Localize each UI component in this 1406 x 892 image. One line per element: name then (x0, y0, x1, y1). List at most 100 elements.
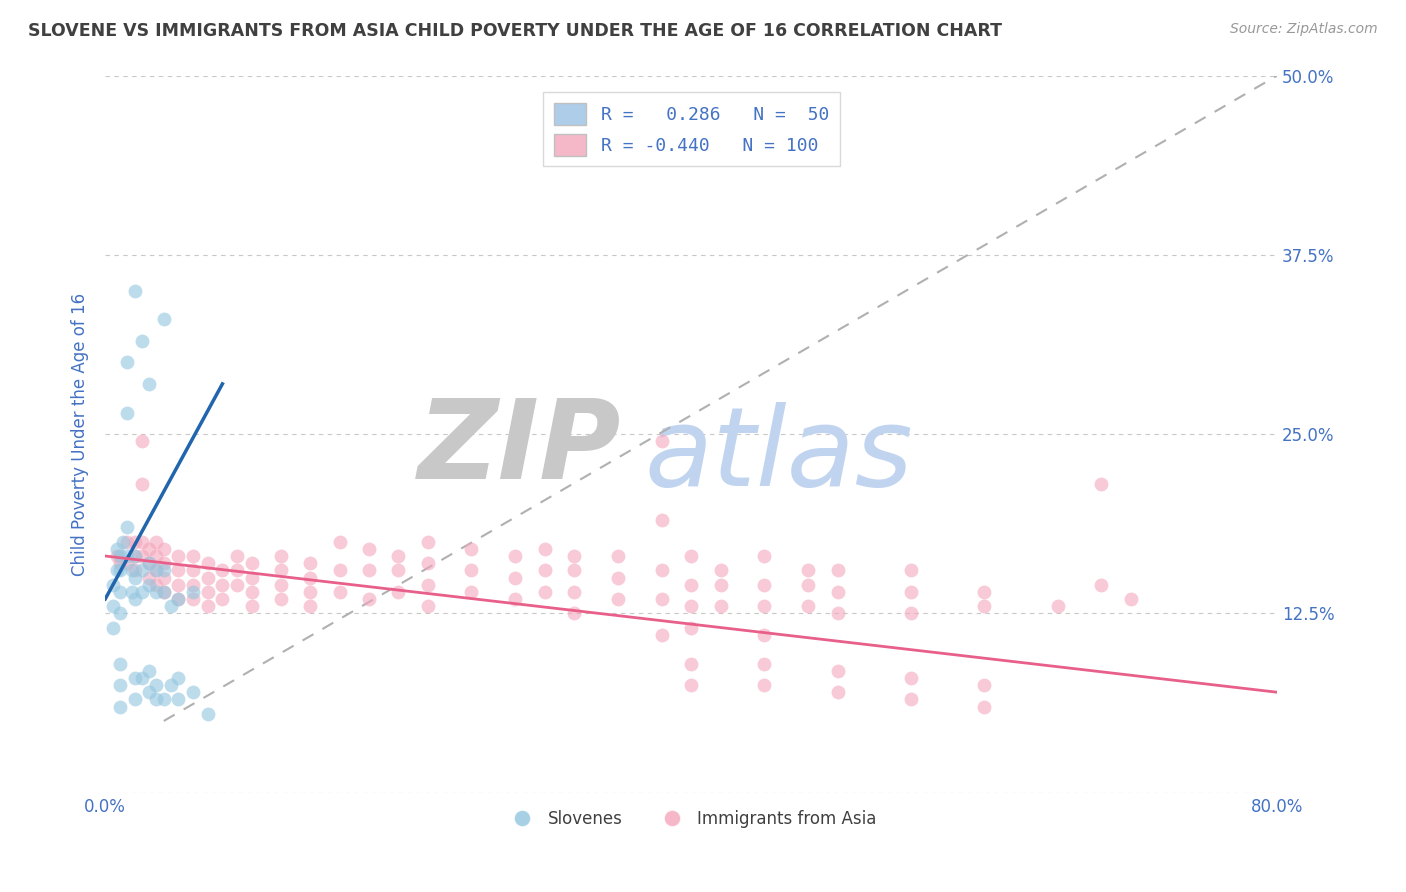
Point (270, 549, 292, 563)
Point (181, 685, 204, 699)
Point (709, 563, 731, 577)
Point (651, 628, 673, 642)
Point (153, 570, 176, 584)
Point (138, 556, 160, 570)
Point (181, 577, 204, 591)
Point (754, 657, 776, 671)
Point (709, 599, 731, 614)
Point (607, 549, 630, 563)
Point (754, 678, 776, 692)
Point (681, 577, 703, 591)
Point (160, 599, 183, 614)
Point (145, 549, 167, 563)
Point (299, 585, 322, 599)
Point (108, 699, 131, 714)
Point (270, 577, 292, 591)
Point (108, 585, 131, 599)
Point (505, 592, 527, 607)
Point (1090, 577, 1112, 591)
Point (562, 607, 585, 621)
Point (145, 563, 167, 577)
Point (124, 534, 146, 549)
Point (505, 570, 527, 584)
Point (299, 599, 322, 614)
Point (131, 563, 153, 577)
Point (900, 585, 922, 599)
Point (115, 406, 138, 420)
Point (754, 577, 776, 591)
Point (131, 549, 153, 563)
Point (101, 621, 124, 635)
Point (197, 570, 219, 584)
Point (138, 541, 160, 556)
Point (131, 671, 153, 685)
Point (124, 592, 146, 607)
Point (681, 621, 703, 635)
Point (115, 534, 138, 549)
Point (211, 563, 233, 577)
Point (153, 312, 176, 326)
Point (681, 678, 703, 692)
Point (973, 599, 995, 614)
Point (651, 563, 673, 577)
Point (797, 577, 820, 591)
Point (754, 628, 776, 642)
Point (181, 549, 204, 563)
Point (145, 678, 167, 692)
Point (131, 334, 153, 348)
Text: SLOVENE VS IMMIGRANTS FROM ASIA CHILD POVERTY UNDER THE AGE OF 16 CORRELATION CH: SLOVENE VS IMMIGRANTS FROM ASIA CHILD PO… (28, 22, 1002, 40)
Point (138, 577, 160, 591)
Point (651, 434, 673, 449)
Point (105, 541, 128, 556)
Point (329, 585, 352, 599)
Point (211, 577, 233, 591)
Point (131, 585, 153, 599)
Point (108, 563, 131, 577)
Point (562, 563, 585, 577)
Point (121, 563, 143, 577)
Point (797, 563, 820, 577)
Point (460, 585, 482, 599)
Point (160, 678, 183, 692)
Point (105, 563, 128, 577)
Point (124, 570, 146, 584)
Point (299, 556, 322, 570)
Point (299, 570, 322, 584)
Point (181, 563, 204, 577)
Point (153, 585, 176, 599)
Point (973, 585, 995, 599)
Point (329, 563, 352, 577)
Point (131, 434, 153, 449)
Point (387, 563, 409, 577)
Point (153, 692, 176, 706)
Point (167, 563, 190, 577)
Point (505, 549, 527, 563)
Point (124, 563, 146, 577)
Point (108, 607, 131, 621)
Point (131, 534, 153, 549)
Point (900, 563, 922, 577)
Point (108, 657, 131, 671)
Point (167, 549, 190, 563)
Point (533, 541, 555, 556)
Point (108, 549, 131, 563)
Point (167, 592, 190, 607)
Point (181, 592, 204, 607)
Point (101, 599, 124, 614)
Point (754, 549, 776, 563)
Point (1119, 592, 1142, 607)
Point (827, 585, 849, 599)
Text: atlas: atlas (644, 402, 912, 509)
Point (145, 585, 167, 599)
Point (827, 664, 849, 678)
Point (651, 513, 673, 527)
Point (240, 556, 263, 570)
Point (562, 585, 585, 599)
Point (240, 599, 263, 614)
Point (900, 692, 922, 706)
Point (607, 570, 630, 584)
Point (357, 592, 380, 607)
Point (167, 671, 190, 685)
Point (138, 556, 160, 570)
Point (145, 692, 167, 706)
